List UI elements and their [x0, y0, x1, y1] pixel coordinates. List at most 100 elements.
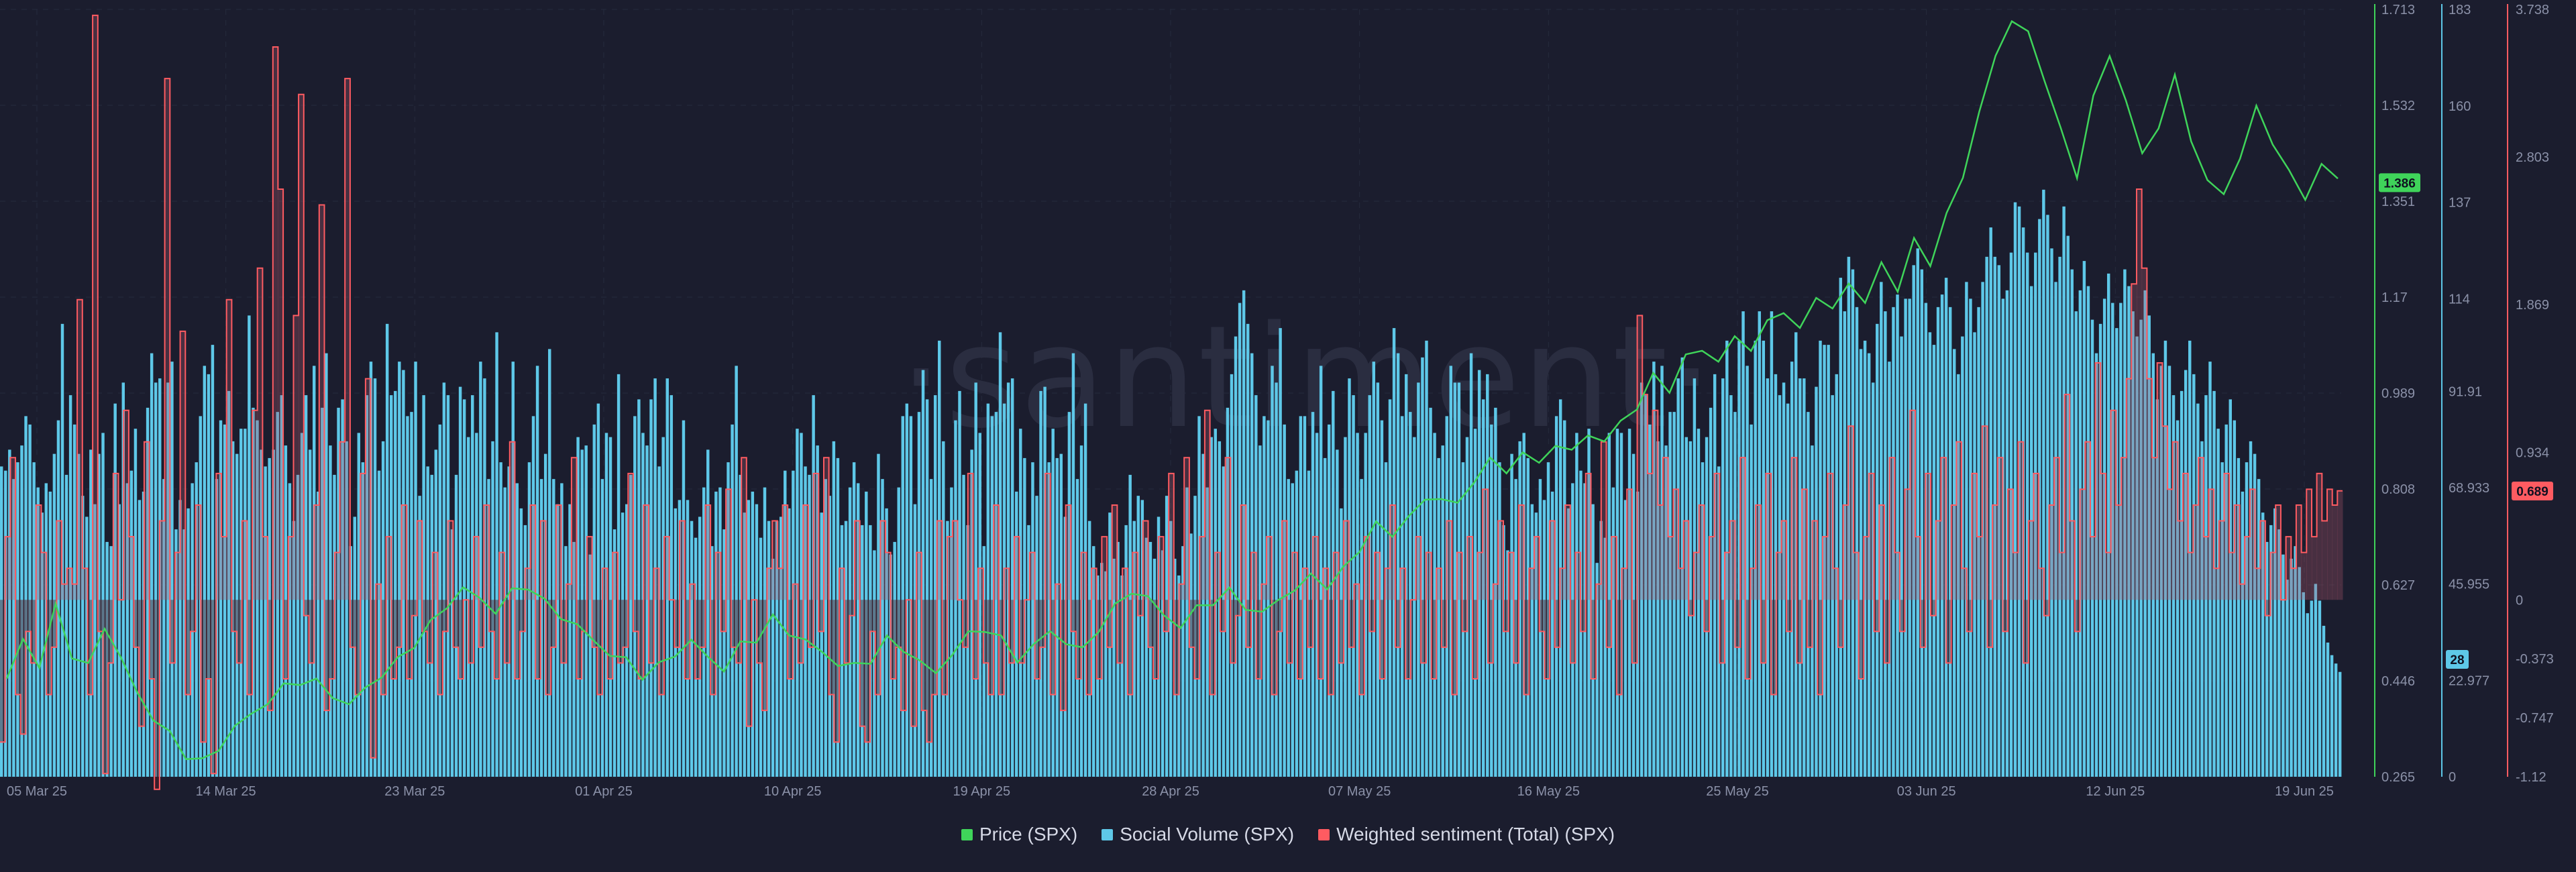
sentiment-area: [329, 600, 335, 679]
volume-bar: [1896, 294, 1899, 777]
legend-item-price[interactable]: Price (SPX): [961, 824, 1077, 845]
sentiment-area: [617, 600, 624, 663]
legend-item-sentiment[interactable]: Weighted sentiment (Total) (SPX): [1318, 824, 1615, 845]
x-tick-label: 19 Apr 25: [953, 784, 1011, 799]
sentiment-area: [2137, 188, 2143, 600]
sentiment-area: [1493, 584, 1499, 600]
sentiment-area: [828, 600, 835, 695]
sentiment-area: [2291, 568, 2297, 600]
sentiment-area: [2245, 537, 2251, 600]
sentiment-area: [2054, 457, 2060, 600]
volume-bar: [1595, 563, 1599, 777]
volume-bar: [1554, 416, 1558, 777]
volume-bar: [1876, 323, 1879, 777]
volume-bar: [2167, 366, 2171, 777]
sentiment-area: [2326, 489, 2333, 600]
volume-bar: [170, 362, 174, 777]
volume-bar: [1087, 521, 1091, 777]
sentiment-area: [82, 568, 88, 600]
y-axis-ticks: 1.713 1.532 1.351 1.17 0.989 0.808 0.627 0.446 0…: [2381, 3, 2554, 785]
volume-bar: [1226, 407, 1230, 777]
x-tick-label: 19 Jun 25: [2275, 784, 2334, 799]
sentiment-area: [411, 600, 418, 616]
volume-bar: [596, 403, 600, 777]
sentiment-area: [1925, 473, 1931, 600]
sentiment-area: [1853, 552, 1860, 600]
sentiment-area: [1745, 600, 1751, 679]
volume-bar: [731, 424, 734, 777]
sentiment-area: [1642, 394, 1648, 600]
volume-bar: [1404, 374, 1408, 777]
sentiment-area: [1302, 568, 1308, 600]
volume-bar: [1116, 541, 1120, 777]
volume-bar: [901, 416, 904, 777]
volume-bar: [515, 483, 519, 777]
volume-bar: [244, 429, 247, 777]
volume-bar: [2094, 353, 2098, 777]
sentiment-area: [1822, 537, 1829, 600]
sentiment-area: [607, 600, 613, 679]
sentiment-area: [1359, 600, 1365, 695]
volume-bar: [1871, 382, 1875, 777]
sentiment-area: [664, 537, 670, 600]
volume-bar: [109, 546, 113, 777]
sentiment-area: [535, 600, 541, 679]
volume-bar: [1441, 445, 1444, 777]
volume-bar: [1957, 374, 1960, 777]
sentiment-area: [1117, 600, 1123, 663]
sentiment-area: [633, 600, 639, 632]
volume-bar: [1193, 496, 1197, 777]
legend-item-volume[interactable]: Social Volume (SPX): [1102, 824, 1294, 845]
volume-bar: [1940, 294, 1944, 777]
sentiment-area: [720, 600, 727, 632]
volume-bar: [483, 378, 486, 777]
volume-bar: [385, 323, 389, 777]
volume-bar: [1607, 433, 1611, 777]
volume-bar: [1323, 457, 1327, 777]
sentiment-area: [2188, 552, 2194, 600]
sentiment-area: [1616, 600, 1623, 695]
sentiment-area: [56, 521, 62, 600]
volume-bar: [2310, 600, 2314, 777]
sentiment-area: [1446, 521, 1452, 600]
sentiment-tick-label: -1.12: [2516, 770, 2546, 785]
sentiment-area: [1550, 521, 1556, 600]
sentiment-area: [1102, 537, 1108, 600]
sentiment-area: [2172, 441, 2178, 600]
volume-bar: [1344, 437, 1347, 777]
volume-bar: [856, 483, 860, 777]
volume-bar: [739, 474, 742, 777]
volume-bar: [1437, 457, 1440, 777]
sentiment-area: [1297, 600, 1303, 679]
sentiment-area: [2183, 473, 2189, 600]
volume-bar: [1518, 441, 1521, 777]
sentiment-area: [1184, 457, 1190, 600]
sentiment-area: [1050, 600, 1056, 695]
volume-bar: [2009, 252, 2013, 777]
sentiment-area: [1596, 584, 1602, 600]
sentiment-area: [1843, 504, 1849, 600]
sentiment-area: [1725, 552, 1731, 600]
sentiment-area: [468, 600, 474, 663]
volume-bar: [2131, 311, 2135, 777]
volume-bar: [1222, 466, 1226, 777]
volume-bar: [268, 457, 271, 777]
sentiment-area: [911, 600, 917, 726]
volume-bar: [1697, 429, 1701, 777]
volume-bar: [1627, 429, 1631, 777]
sentiment-area: [154, 600, 160, 789]
sentiment-area: [643, 504, 649, 600]
volume-bar: [1384, 462, 1388, 777]
volume-bar: [722, 529, 726, 777]
volume-bar: [1550, 491, 1554, 777]
sentiment-area: [2167, 489, 2174, 600]
volume-bar: [2163, 340, 2167, 777]
volume-bar: [1993, 256, 1996, 777]
sentiment-area: [2178, 521, 2184, 600]
sentiment-area: [947, 537, 953, 600]
volume-bar: [2220, 462, 2224, 777]
volume-bar: [1275, 382, 1278, 777]
volume-bar: [166, 382, 170, 777]
sentiment-area: [1081, 552, 1087, 600]
